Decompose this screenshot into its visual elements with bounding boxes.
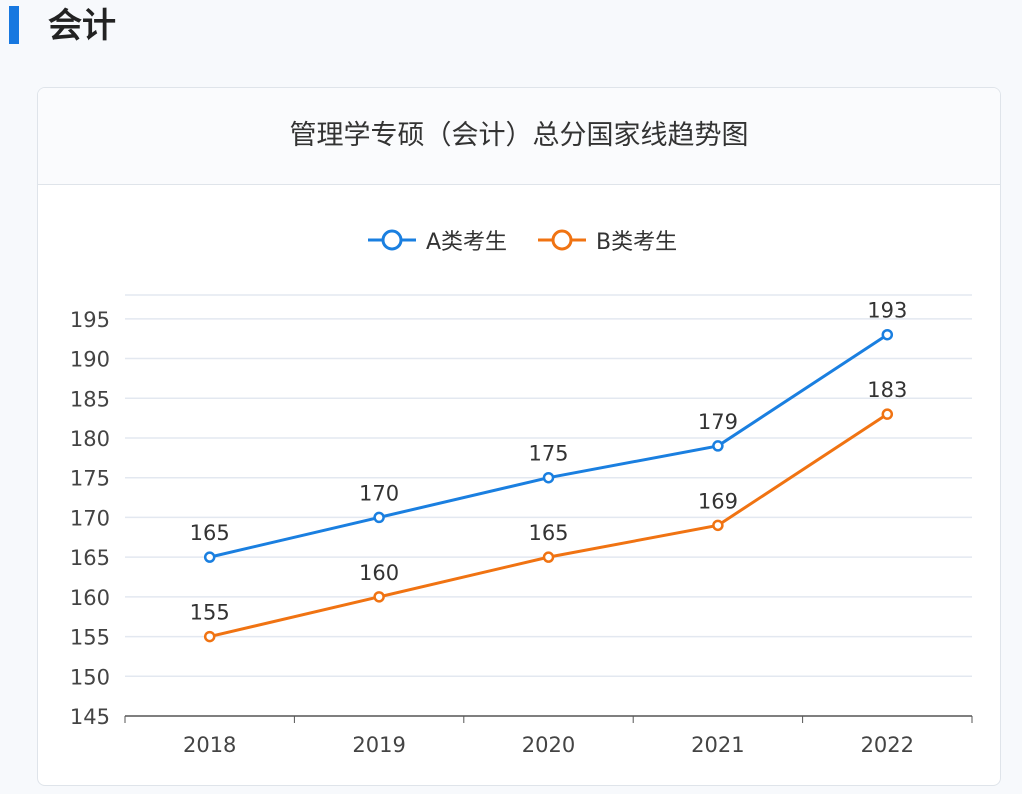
section-accent-bar xyxy=(9,6,19,44)
data-point xyxy=(373,591,385,603)
y-tick-label: 165 xyxy=(70,546,110,570)
x-tick-label: 2022 xyxy=(861,733,914,757)
data-point xyxy=(542,551,555,563)
y-tick-label: 170 xyxy=(70,506,110,530)
legend-label: A类考生 xyxy=(426,230,507,255)
data-point xyxy=(373,511,385,524)
data-label: 160 xyxy=(359,561,399,585)
y-tick-label: 145 xyxy=(70,705,110,729)
y-tick-label: 180 xyxy=(70,427,110,451)
x-tick-label: 2021 xyxy=(691,733,744,757)
y-tick-label: 195 xyxy=(70,308,110,332)
y-tick-label: 150 xyxy=(70,665,110,689)
data-label: 169 xyxy=(698,489,738,513)
data-point xyxy=(542,471,555,484)
legend-marker-icon xyxy=(551,229,573,251)
legend-label: B类考生 xyxy=(596,230,677,255)
chart-title: 管理学专硕（会计）总分国家线趋势图 xyxy=(38,88,1000,185)
data-point xyxy=(712,440,724,452)
data-label: 155 xyxy=(190,601,230,625)
data-label: 183 xyxy=(867,378,907,402)
y-tick-label: 160 xyxy=(70,586,110,610)
section-title: 会计 xyxy=(48,6,116,46)
data-label: 193 xyxy=(867,299,907,323)
x-tick-label: 2018 xyxy=(183,733,236,757)
x-tick-label: 2020 xyxy=(522,733,575,757)
y-tick-label: 155 xyxy=(70,626,110,650)
data-label: 175 xyxy=(528,442,568,466)
x-tick-label: 2019 xyxy=(352,733,405,757)
data-point xyxy=(881,408,894,420)
data-point xyxy=(712,519,724,532)
y-tick-label: 190 xyxy=(70,348,110,372)
legend-marker-icon xyxy=(381,229,403,251)
data-label: 179 xyxy=(698,410,738,434)
data-label: 165 xyxy=(528,521,568,545)
data-point xyxy=(881,328,894,341)
data-label: 165 xyxy=(190,521,230,545)
y-tick-label: 185 xyxy=(70,387,110,411)
data-point xyxy=(203,551,216,563)
chart-card: 管理学专硕（会计）总分国家线趋势图 xyxy=(37,87,1001,786)
data-point xyxy=(203,630,216,643)
y-tick-label: 175 xyxy=(70,467,110,491)
data-label: 170 xyxy=(359,481,399,505)
